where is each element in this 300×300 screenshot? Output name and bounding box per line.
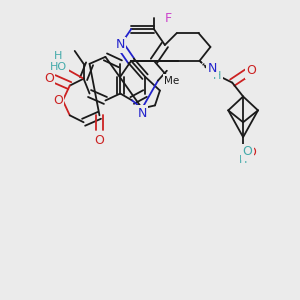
- Text: H: H: [54, 51, 62, 61]
- Text: O: O: [94, 134, 104, 147]
- Text: N: N: [116, 38, 125, 52]
- Text: O: O: [246, 64, 256, 77]
- Text: O: O: [53, 94, 63, 107]
- Text: HO: HO: [50, 62, 68, 72]
- Text: H: H: [213, 71, 222, 81]
- Text: O: O: [246, 146, 256, 160]
- Text: O: O: [44, 72, 54, 85]
- Text: N: N: [208, 62, 217, 75]
- Text: H: H: [239, 155, 247, 165]
- Text: O: O: [242, 146, 252, 158]
- Text: N: N: [137, 107, 147, 120]
- Text: F: F: [164, 12, 171, 25]
- Text: Me: Me: [164, 76, 179, 85]
